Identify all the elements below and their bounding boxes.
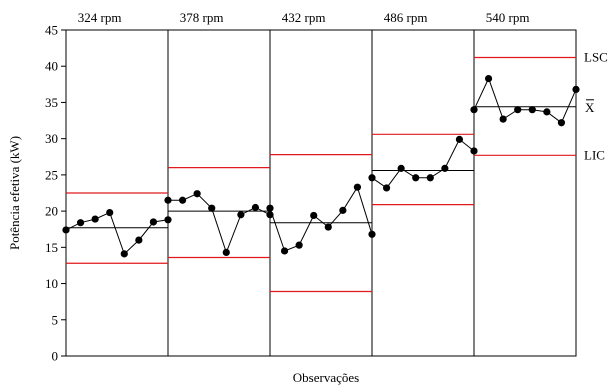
data-point — [251, 203, 260, 212]
data-point — [382, 184, 391, 192]
data-point — [149, 218, 158, 226]
data-point — [397, 164, 405, 172]
panel-title: 486 rpm — [384, 10, 428, 25]
series-line — [473, 77, 577, 124]
data-point — [368, 174, 376, 182]
panel-title: 378 rpm — [180, 10, 224, 25]
data-point — [353, 183, 362, 191]
y-tick-label: 25 — [45, 167, 58, 182]
lcl-label: LIC — [584, 147, 605, 162]
data-point — [178, 196, 187, 204]
data-point — [557, 119, 566, 127]
series-line — [269, 186, 373, 252]
data-point — [470, 147, 478, 155]
data-point — [106, 208, 114, 217]
y-tick-label: 20 — [45, 204, 58, 219]
y-axis-label: Potência efetiva (kW) — [7, 136, 22, 250]
data-point — [499, 115, 507, 123]
data-point — [193, 190, 201, 198]
ucl-label: LSC — [584, 50, 608, 65]
data-point — [339, 206, 347, 214]
y-tick-label: 10 — [45, 276, 58, 291]
panel-title: 432 rpm — [282, 10, 326, 25]
data-point — [514, 106, 522, 114]
panel-title: 540 rpm — [486, 10, 530, 25]
data-point — [266, 204, 274, 212]
data-point — [528, 106, 536, 114]
data-point — [62, 226, 70, 234]
data-point — [295, 241, 303, 249]
y-tick-label: 40 — [45, 59, 58, 74]
panel-title: 324 rpm — [78, 10, 122, 25]
mean-label: X — [585, 100, 595, 115]
series-line — [371, 138, 475, 189]
data-point — [426, 174, 434, 182]
data-point — [455, 135, 464, 143]
data-point — [280, 247, 289, 255]
x-axis-label: Observações — [293, 370, 359, 385]
data-point — [310, 211, 318, 220]
data-point — [484, 74, 493, 83]
data-point — [368, 230, 376, 238]
y-tick-label: 15 — [45, 240, 58, 255]
data-point — [237, 211, 245, 219]
y-tick-label: 45 — [45, 23, 58, 38]
y-tick-label: 0 — [52, 349, 59, 364]
data-point — [164, 216, 172, 224]
data-point — [222, 248, 230, 257]
data-point — [412, 174, 420, 182]
data-point — [120, 250, 128, 258]
data-point — [91, 215, 99, 223]
data-point — [543, 108, 551, 116]
data-point — [76, 219, 85, 227]
data-point — [441, 164, 449, 172]
data-point — [572, 85, 580, 94]
data-point — [208, 204, 216, 212]
y-tick-label: 35 — [45, 95, 58, 110]
y-tick-label: 30 — [45, 131, 58, 146]
data-point — [164, 196, 172, 204]
data-point — [470, 106, 478, 114]
data-point — [324, 223, 332, 231]
data-point — [135, 236, 143, 244]
y-tick-label: 5 — [52, 312, 59, 327]
